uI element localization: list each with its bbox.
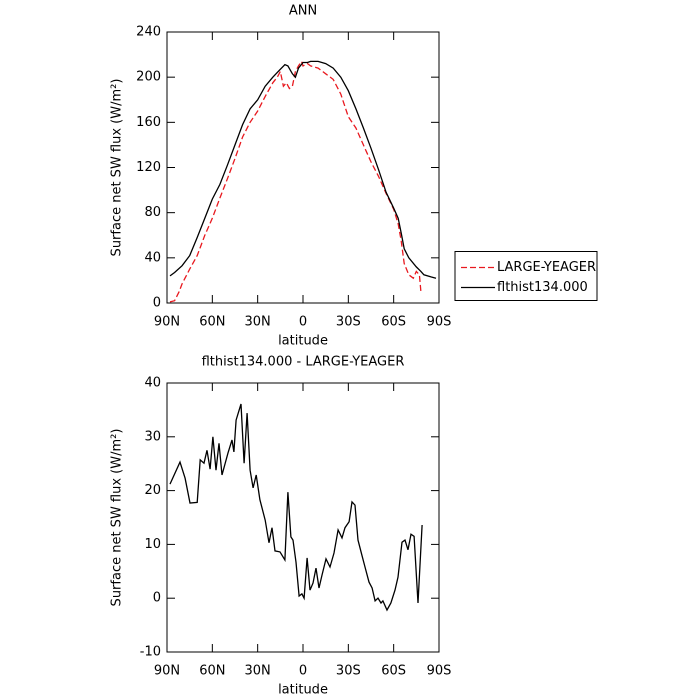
data-line bbox=[169, 59, 422, 303]
x-tick-label: 60N bbox=[199, 664, 225, 679]
y-tick-label: -10 bbox=[140, 645, 161, 660]
x-tick-label: 0 bbox=[299, 664, 307, 679]
plot-frame bbox=[166, 31, 440, 304]
y-tick-label: 160 bbox=[136, 115, 161, 130]
y-tick-label: 80 bbox=[144, 205, 161, 220]
x-tick-label: 60S bbox=[381, 315, 406, 330]
x-tick-label: 30S bbox=[336, 315, 361, 330]
y-tick-label: 20 bbox=[144, 483, 161, 498]
x-tick-label: 90N bbox=[154, 315, 180, 330]
y-tick-label: 120 bbox=[136, 160, 161, 175]
legend-box bbox=[454, 251, 598, 301]
x-tick-label: 90N bbox=[154, 664, 180, 679]
chart-title: flthist134.000 - LARGE-YEAGER bbox=[202, 355, 405, 370]
y-tick-label: 200 bbox=[136, 70, 161, 85]
y-tick-label: 30 bbox=[144, 429, 161, 444]
y-axis-label: Surface net SW flux (W/m²) bbox=[110, 429, 125, 607]
y-tick-label: 40 bbox=[144, 250, 161, 265]
y-tick-label: 40 bbox=[144, 376, 161, 391]
data-line bbox=[169, 403, 423, 612]
y-tick-label: 0 bbox=[153, 591, 161, 606]
data-line bbox=[169, 60, 437, 279]
x-tick-label: 60S bbox=[381, 664, 406, 679]
y-tick-label: 0 bbox=[153, 296, 161, 311]
x-tick-label: 60N bbox=[199, 315, 225, 330]
x-tick-label: 90S bbox=[427, 664, 452, 679]
x-tick-label: 90S bbox=[427, 315, 452, 330]
plot-frame bbox=[166, 382, 440, 653]
x-tick-label: 30S bbox=[336, 664, 361, 679]
y-tick-label: 10 bbox=[144, 537, 161, 552]
x-tick-label: 30N bbox=[245, 664, 271, 679]
x-axis-label: latitude bbox=[278, 334, 328, 349]
x-tick-label: 0 bbox=[299, 315, 307, 330]
legend-label: LARGE-YEAGER bbox=[497, 260, 596, 275]
y-axis-label: Surface net SW flux (W/m²) bbox=[110, 79, 125, 257]
x-axis-label: latitude bbox=[278, 683, 328, 698]
legend-label: flthist134.000 bbox=[497, 280, 588, 295]
x-tick-label: 30N bbox=[245, 315, 271, 330]
y-tick-label: 240 bbox=[136, 25, 161, 40]
chart-title: ANN bbox=[289, 4, 317, 19]
